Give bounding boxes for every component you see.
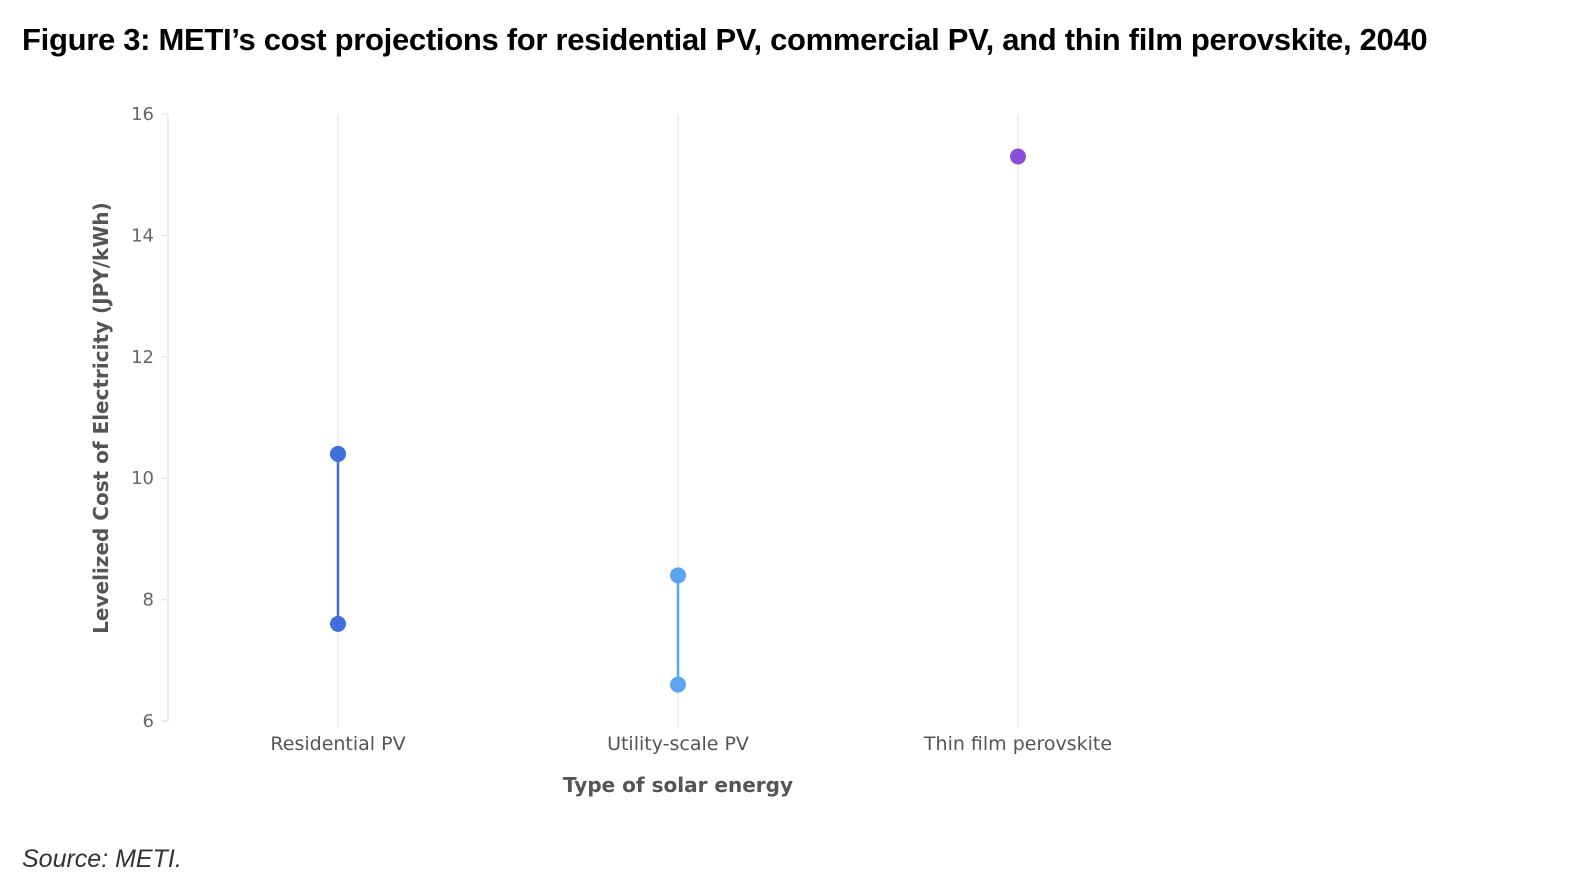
low-point bbox=[670, 676, 686, 693]
y-tick-label: 6 bbox=[143, 711, 154, 732]
marks bbox=[330, 148, 1026, 693]
x-tick-label: Thin film perovskite bbox=[923, 733, 1112, 755]
dumbbell-utility-scale-pv bbox=[670, 567, 686, 693]
data-point bbox=[1010, 148, 1026, 165]
dumbbell-residential-pv bbox=[330, 445, 346, 632]
low-point bbox=[330, 615, 346, 632]
dumbbell-thin-film-perovskite bbox=[1010, 148, 1026, 165]
y-axis-title: Levelized Cost of Electricity (JPY/kWh) bbox=[89, 202, 113, 634]
y-tick-label: 10 bbox=[131, 468, 154, 489]
y-tick-label: 16 bbox=[131, 104, 154, 125]
y-tick-label: 8 bbox=[143, 590, 154, 611]
x-tick-label: Utility-scale PV bbox=[607, 733, 749, 755]
high-point bbox=[670, 567, 686, 584]
figure-title: Figure 3: METI’s cost projections for re… bbox=[22, 22, 1428, 57]
y-axis: 6 8 10 12 14 16 Residential PV Utility-scale PV… bbox=[131, 104, 1112, 755]
x-tick-label: Residential PV bbox=[270, 733, 405, 755]
high-point bbox=[330, 445, 346, 462]
source-note: Source: METI. bbox=[22, 845, 182, 873]
y-tick-label: 12 bbox=[131, 347, 154, 368]
x-axis-title: Type of solar energy bbox=[563, 773, 793, 797]
y-tick-label: 14 bbox=[131, 225, 154, 246]
